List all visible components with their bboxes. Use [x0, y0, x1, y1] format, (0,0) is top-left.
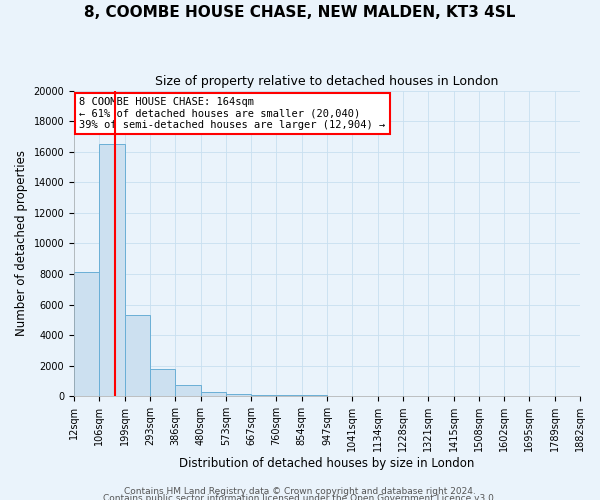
Bar [150, 368, 175, 396]
Bar [100, 144, 125, 396]
Bar [200, 392, 226, 396]
Text: 8 COOMBE HOUSE CHASE: 164sqm
← 61% of detached houses are smaller (20,040)
39% o: 8 COOMBE HOUSE CHASE: 164sqm ← 61% of de… [79, 96, 385, 130]
Title: Size of property relative to detached houses in London: Size of property relative to detached ho… [155, 75, 499, 88]
Bar [175, 385, 200, 396]
Bar [277, 395, 302, 396]
Bar [125, 315, 150, 396]
X-axis label: Distribution of detached houses by size in London: Distribution of detached houses by size … [179, 457, 475, 470]
Bar [226, 394, 251, 396]
Text: 8, COOMBE HOUSE CHASE, NEW MALDEN, KT3 4SL: 8, COOMBE HOUSE CHASE, NEW MALDEN, KT3 4… [85, 5, 515, 20]
Bar [74, 272, 100, 396]
Y-axis label: Number of detached properties: Number of detached properties [15, 150, 28, 336]
Text: Contains public sector information licensed under the Open Government Licence v3: Contains public sector information licen… [103, 494, 497, 500]
Bar [251, 394, 277, 396]
Text: Contains HM Land Registry data © Crown copyright and database right 2024.: Contains HM Land Registry data © Crown c… [124, 487, 476, 496]
